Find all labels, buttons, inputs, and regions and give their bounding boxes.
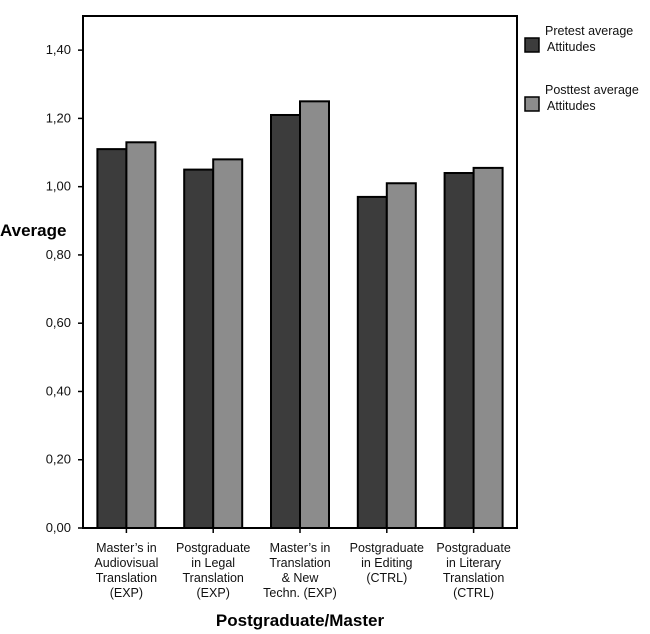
y-tick-label: 1,40 — [46, 42, 71, 57]
bar-pretest-3 — [270, 113, 301, 529]
bars — [96, 100, 504, 530]
legend-label-pretest: Pretest average Attitudes — [545, 24, 633, 54]
x-axis: Master’s in Audiovisual Translation (EXP) Po… — [94, 528, 511, 600]
bar-posttest-3 — [299, 100, 330, 529]
y-tick-label: 1,20 — [46, 110, 71, 125]
x-tick-label: Master’s in Translation & New Techn. (EXP) — [263, 541, 337, 600]
bar-posttest-4 — [385, 182, 417, 529]
legend-label-posttest: Posttest average Attitudes — [545, 83, 639, 113]
y-tick-label: 1,00 — [46, 179, 71, 194]
legend-swatch-pretest — [524, 37, 540, 53]
y-tick-label: 0,00 — [46, 520, 71, 535]
y-axis-title: Average — [0, 221, 66, 240]
bar-posttest-1 — [125, 141, 157, 529]
bar-posttest-2 — [212, 158, 244, 530]
y-tick-label: 0,60 — [46, 315, 71, 330]
y-tick-label: 0,40 — [46, 383, 71, 398]
x-tick-label: Postgraduate in Editing (CTRL) — [350, 541, 424, 585]
bar-pretest-4 — [356, 195, 388, 529]
x-axis-title: Postgraduate/Master — [216, 611, 385, 630]
y-tick-label: 0,80 — [46, 247, 71, 262]
bar-pretest-2 — [183, 168, 215, 529]
x-tick-label: Master’s in Audiovisual Translation (EXP) — [94, 541, 158, 600]
bar-posttest-5 — [472, 166, 504, 529]
legend: Pretest average Attitudes Posttest average… — [524, 24, 639, 113]
bar-pretest-5 — [443, 172, 475, 529]
bar-pretest-1 — [96, 148, 128, 529]
y-tick-label: 0,20 — [46, 452, 71, 467]
x-tick-label: Postgraduate in Literary Translation (CTRL) — [436, 541, 510, 600]
y-axis: 0,00 0,20 0,40 0,60 0,80 1,00 1,20 1,40 — [46, 42, 83, 535]
x-tick-label: Postgraduate in Legal Translation (EXP) — [176, 541, 250, 600]
legend-swatch-posttest — [524, 96, 540, 112]
